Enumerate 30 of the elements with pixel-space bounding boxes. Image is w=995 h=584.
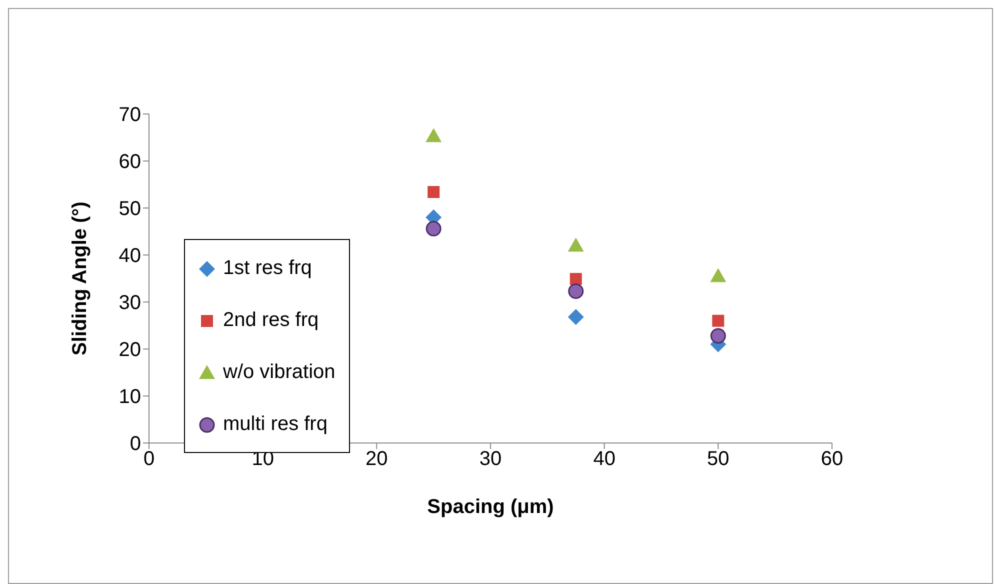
y-tick-label: 60 (118, 151, 141, 174)
point (428, 186, 440, 198)
y-tick-label: 10 (118, 386, 141, 408)
x-tick-label: 50 (707, 448, 730, 470)
legend-label: w/o vibration (223, 360, 336, 384)
point (710, 268, 726, 282)
point (710, 328, 726, 344)
x-tick-label: 30 (479, 448, 502, 470)
y-tick-label: 50 (118, 198, 141, 220)
point (568, 238, 584, 252)
point (570, 272, 582, 285)
point (426, 220, 442, 236)
point (426, 128, 442, 142)
x-axis-title: Spacing (μm) (427, 496, 554, 518)
point (568, 309, 584, 326)
x-tick-label: 60 (820, 448, 844, 470)
y-tick-label: 30 (118, 292, 141, 314)
x-tick-label: 0 (143, 448, 155, 470)
x-tick-label: 20 (366, 448, 388, 470)
y-tick-label: 40 (118, 245, 141, 268)
y-axis-title: Sliding Angle (°) (69, 202, 92, 356)
y-tick-label: 70 (118, 104, 141, 126)
y-tick-label: 0 (130, 433, 141, 456)
y-tick-label: 20 (118, 339, 141, 362)
x-tick-label: 40 (593, 448, 616, 470)
legend-label: 2nd res frq (223, 308, 319, 332)
legend-label: multi res frq (223, 412, 328, 436)
point (568, 283, 584, 299)
legend-label: 1st res frq (223, 256, 312, 280)
point (712, 314, 724, 327)
